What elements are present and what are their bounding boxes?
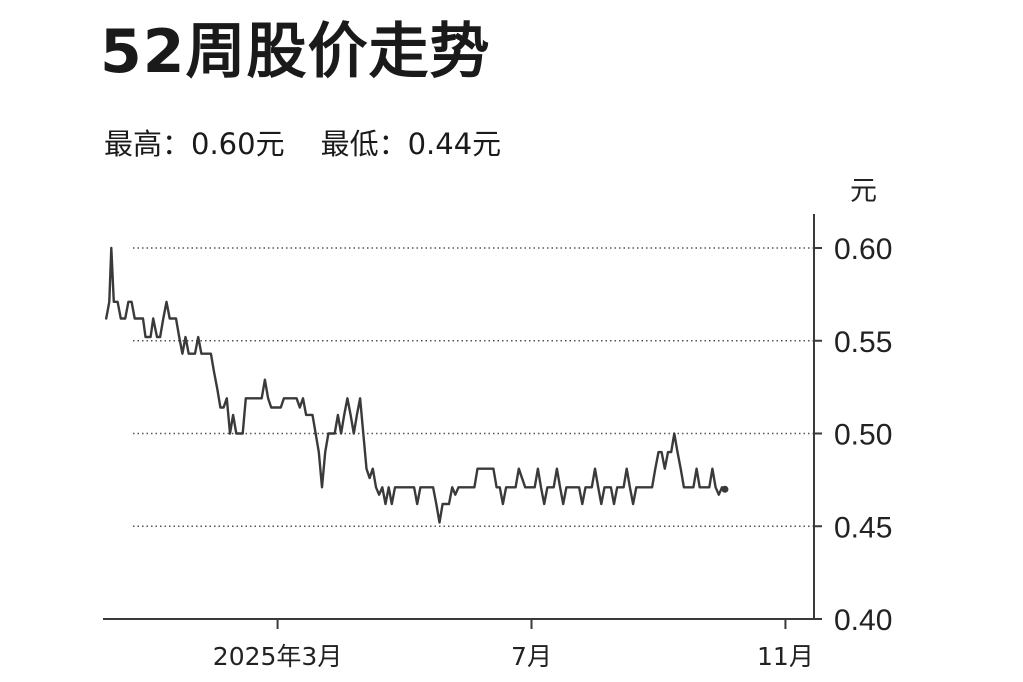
high-price-label: 最高：0.60元 (104, 127, 285, 161)
x-tick-label: 2025年3月 (213, 642, 343, 671)
x-tick-label: 11月 (757, 642, 814, 671)
y-axis-unit-label: 元 (850, 176, 877, 207)
y-tick-label: 0.60 (834, 233, 892, 266)
price-series-line (104, 246, 724, 524)
price-stats: 最高：0.60元 最低：0.44元 (104, 130, 501, 159)
low-price-label: 最低：0.44元 (320, 127, 502, 161)
chart-title: 52周股价走势 (100, 17, 491, 87)
y-tick-label: 0.45 (834, 511, 892, 544)
y-tick-label: 0.55 (834, 326, 892, 359)
last-price-point (721, 485, 729, 493)
y-tick-label: 0.40 (834, 604, 892, 637)
y-tick-label: 0.50 (834, 419, 892, 452)
x-tick-label: 7月 (511, 642, 552, 671)
